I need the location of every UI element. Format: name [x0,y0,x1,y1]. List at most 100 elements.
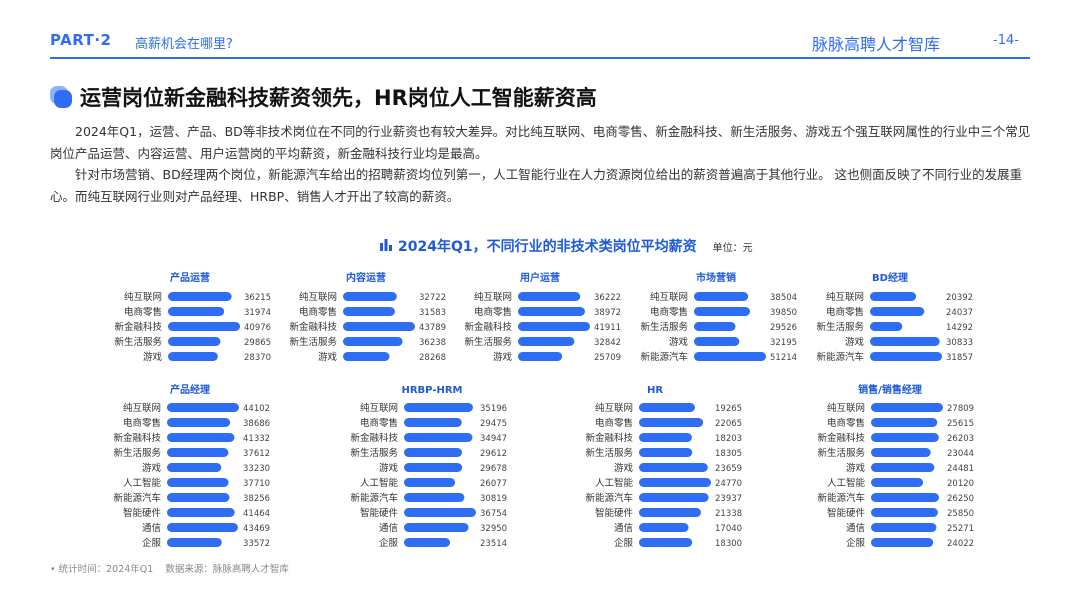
value-label: 26250 [947,494,974,504]
category-label: 智能硬件 [360,507,399,519]
category-label: 智能硬件 [123,507,162,519]
value-label: 38256 [243,494,270,504]
value-label: 18305 [715,449,742,459]
bar [639,403,695,412]
body-paragraph-1: 2024年Q1，运营、产品、BD等非技术岗位在不同的行业薪资也有较大差异。对比纯… [50,124,1031,161]
category-label: 新金融科技 [464,321,512,333]
value-label: 18203 [715,434,742,444]
bar [870,307,925,316]
category-label: 企服 [379,537,399,549]
bar [343,292,397,301]
bar [639,538,693,547]
category-label: 新能源汽车 [817,492,865,504]
bar [639,433,692,442]
category-label: 电商零售 [124,306,162,318]
category-label: 游戏 [493,351,513,363]
value-label: 40976 [244,323,271,333]
bar-chart-icon [380,239,392,255]
panel-title: BD经理 [872,271,908,284]
value-label: 14292 [946,323,973,333]
bar [639,463,708,472]
bar [694,322,736,331]
category-label: 新生活服务 [817,447,865,459]
bar [694,292,749,301]
category-label: 新金融科技 [585,432,633,444]
bar [518,337,575,346]
bar [518,307,585,316]
chart-panel: HR 纯互联网 19265 电商零售 22065 新金融科技 18203 新生活服务 18305… [585,385,742,549]
value-label: 28268 [419,353,446,363]
category-label: 新生活服务 [350,447,398,459]
bar [639,508,702,517]
value-label: 30833 [946,338,973,348]
bar [404,493,465,502]
category-label: 企服 [142,537,162,549]
value-label: 21338 [715,509,742,519]
bar [639,523,689,532]
value-label: 22065 [715,419,742,429]
value-label: 41332 [243,434,270,444]
category-label: 电商零售 [299,306,337,318]
category-label: 新金融科技 [817,432,865,444]
panel-title: 销售/销售经理 [858,383,922,396]
value-label: 38504 [770,293,797,303]
bar [168,337,221,346]
value-label: 36238 [419,338,446,348]
category-label: 纯互联网 [650,291,688,303]
bar [870,337,940,346]
bar [343,337,403,346]
bar [870,322,903,331]
bar [404,403,473,412]
footer-source: 数据来源：脉脉高聘人才智库 [165,564,289,575]
category-label: 通信 [846,522,865,534]
value-label: 28370 [244,353,271,363]
category-label: 电商零售 [360,417,398,429]
value-label: 26077 [480,479,507,489]
category-label: 智能硬件 [827,507,866,519]
bar [694,352,766,361]
page-title: 运营岗位新金融科技薪资领先，HR岗位人工智能薪资高 [80,86,597,110]
bar [639,448,693,457]
bar [167,448,229,457]
header-divider [50,57,1030,59]
value-label: 18300 [715,539,742,549]
category-label: 电商零售 [474,306,512,318]
bar [167,538,222,547]
value-label: 20392 [946,293,973,303]
bar [871,448,931,457]
category-label: 智能硬件 [595,507,634,519]
footer: • 统计时间：2024年Q1 数据来源：脉脉高聘人才智库 [50,561,289,575]
value-label: 36222 [594,293,621,303]
bar [871,418,938,427]
footer-time: 统计时间：2024年Q1 [58,564,154,575]
value-label: 44102 [243,404,270,414]
category-label: 新能源汽车 [113,492,161,504]
bar [167,493,230,502]
panel-title: HRBP-HRM [401,385,462,396]
bar [343,322,415,331]
category-label: 纯互联网 [360,402,398,414]
panel-title: 产品经理 [170,383,210,396]
part-label: PART·2 [50,31,112,49]
bar [639,493,709,502]
value-label: 35196 [480,404,507,414]
bar [639,418,704,427]
bar [870,352,942,361]
value-label: 38972 [594,308,621,318]
category-label: 新金融科技 [114,321,162,333]
category-label: 电商零售 [827,417,865,429]
category-label: 新能源汽车 [816,351,864,363]
category-label: 新能源汽车 [640,351,688,363]
category-label: 企服 [614,537,634,549]
bar [518,352,563,361]
category-label: 人工智能 [360,477,399,489]
value-label: 29526 [770,323,797,333]
value-label: 32722 [419,293,446,303]
